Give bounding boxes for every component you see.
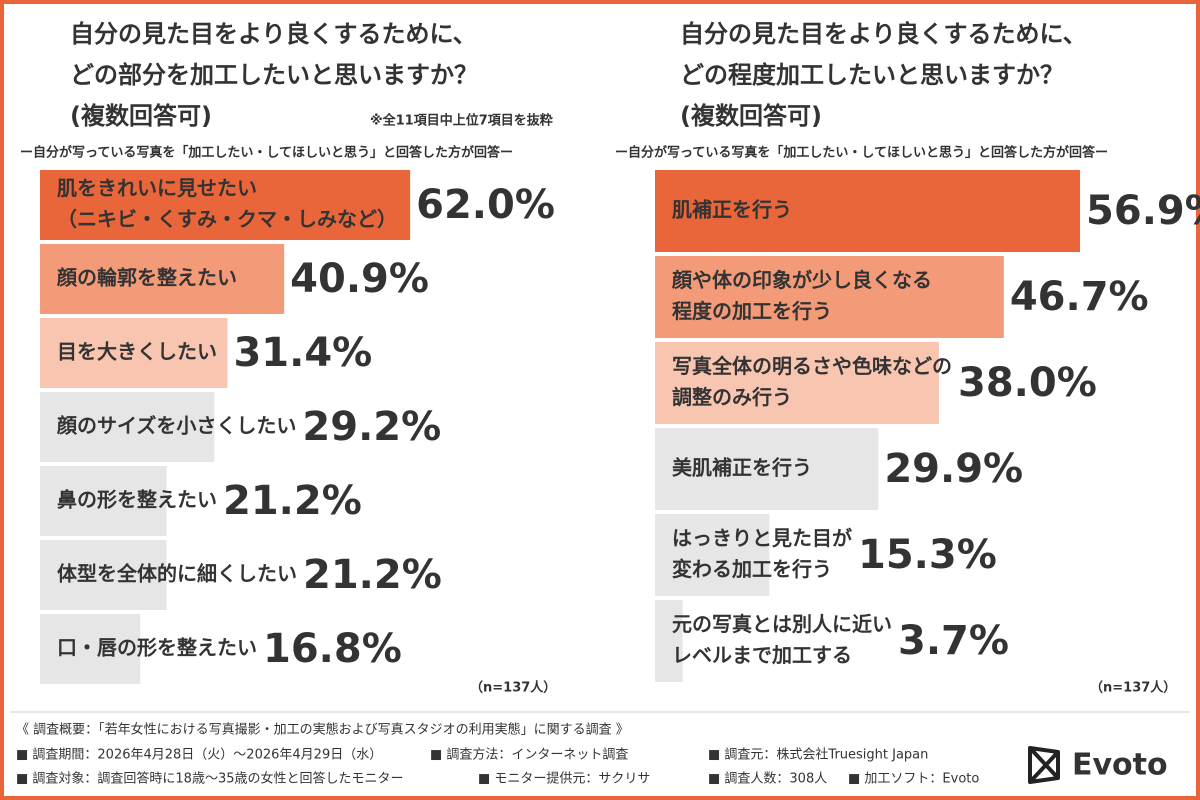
note: ※全11項目中上位7項目を抜粋 — [370, 113, 553, 129]
subtitle: ー自分が写っている写真を「加工したい・してほしいと思う」と回答した方が回答ー — [20, 145, 513, 161]
footer-item: ■ 調査人数：308人 — [708, 772, 827, 787]
bar-label: 目を大きくしたい — [57, 340, 217, 364]
bar-label: 美肌補正を行う — [672, 456, 812, 480]
value-label: 3.7% — [898, 618, 1009, 664]
bar-label: レベルまで加工する — [672, 643, 852, 667]
footer-item: ■ 調査元：株式会社Truesight Japan — [708, 747, 928, 763]
bar-label: 鼻の形を整えたい — [57, 488, 217, 512]
footer-item: ■ 調査対象：調査回答時に18歳〜35歳の女性と回答したモニター — [16, 771, 404, 787]
bar — [40, 614, 141, 684]
bar — [40, 540, 167, 610]
bar-label: はっきりと見た目が — [672, 526, 852, 550]
value-label: 29.2% — [302, 404, 441, 450]
bar-label: 肌をきれいに見せたい — [57, 176, 257, 200]
bar-label: 調整のみ行う — [672, 385, 792, 409]
bar — [655, 342, 939, 424]
value-label: 21.2% — [303, 552, 442, 598]
footer-item: ■ 調査方法：インターネット調査 — [430, 747, 628, 763]
bar-label: （ニキビ・くすみ・クマ・しみなど） — [57, 207, 397, 231]
value-label: 15.3% — [858, 532, 997, 578]
footer-heading: 《 調査概要：「若年女性における写真撮影・加工の実態および写真スタジオの利用実態… — [16, 722, 629, 738]
value-label: 29.9% — [884, 446, 1023, 492]
bar-label: 顔の輪郭を整えたい — [56, 266, 237, 290]
value-label: 62.0% — [416, 182, 555, 228]
bar-label: 変わる加工を行う — [672, 557, 832, 581]
footer-item: ■ 加工ソフト：Evoto — [848, 772, 979, 787]
bar-label: 写真全体の明るさや色味などの — [672, 354, 952, 378]
title: (複数回答可) — [70, 102, 212, 130]
bar-label: 口・唇の形を整えたい — [57, 636, 257, 660]
bar — [40, 170, 411, 240]
value-label: 40.9% — [290, 256, 429, 302]
bar — [655, 428, 879, 510]
value-label: 38.0% — [958, 360, 1097, 406]
footer-item: ■ モニター提供元：サクリサ — [478, 771, 650, 787]
subtitle: ー自分が写っている写真を「加工したい・してほしいと思う」と回答した方が回答ー — [615, 145, 1108, 161]
value-label: 56.9% — [1086, 188, 1200, 234]
bar — [40, 318, 228, 388]
bar — [655, 600, 683, 682]
bar — [655, 170, 1081, 252]
sample-size: （n=137人） — [470, 680, 556, 696]
title: (複数回答可) — [680, 102, 822, 130]
footer-item: ■ 調査期間：2026年4月28日（火）〜2026年4月29日（水） — [16, 748, 382, 763]
title: どの部分を加工したいと思いますか？ — [70, 61, 478, 89]
value-label: 46.7% — [1010, 274, 1149, 320]
logo-icon — [1028, 746, 1060, 784]
bar — [40, 466, 167, 536]
bar — [40, 392, 215, 462]
title: 自分の見た目をより良くするために、 — [70, 20, 477, 48]
bar-label: 元の写真とは別人に近い — [672, 612, 892, 636]
title: どの程度加工したいと思いますか？ — [680, 61, 1064, 89]
value-label: 21.2% — [223, 478, 362, 524]
bar-label: 程度の加工を行う — [672, 299, 832, 323]
sample-size: （n=137人） — [1090, 680, 1176, 696]
value-label: 31.4% — [233, 330, 372, 376]
bar — [655, 514, 770, 596]
bar-label: 肌補正を行う — [672, 198, 792, 222]
bar — [40, 244, 285, 314]
bar-label: 体型を全体的に細くしたい — [57, 562, 297, 586]
value-label: 16.8% — [263, 626, 402, 672]
bar-label: 顔や体の印象が少し良くなる — [671, 268, 932, 292]
title: 自分の見た目をより良くするために、 — [680, 20, 1087, 48]
logo: Evoto — [1072, 748, 1168, 783]
bar-label: 顔のサイズを小さくしたい — [56, 414, 296, 438]
bar — [655, 256, 1004, 338]
